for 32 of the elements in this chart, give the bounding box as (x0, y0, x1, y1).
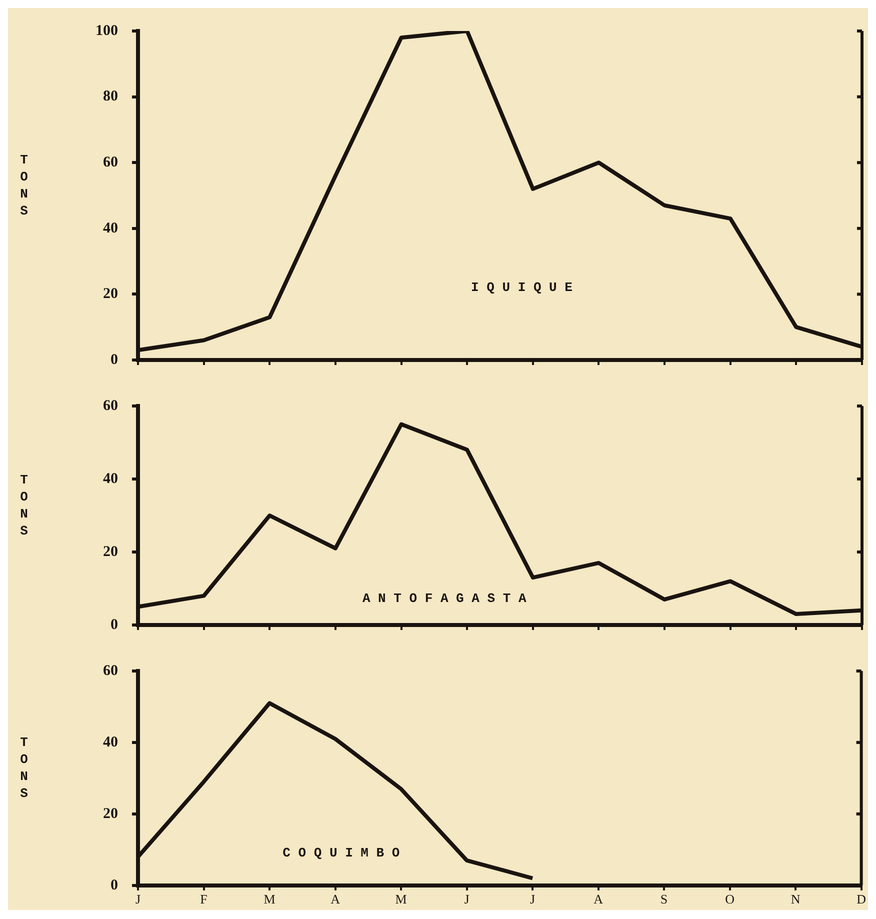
x-tick-label: O (725, 892, 734, 907)
x-tick-label: A (330, 892, 341, 907)
y-tick-label: 40 (103, 220, 118, 236)
x-tick-label: M (395, 892, 408, 907)
y-tick-label: 0 (110, 352, 118, 368)
y-tick-label: 80 (103, 88, 118, 105)
x-tick-label: J (464, 892, 470, 907)
y-tick-label: 20 (103, 544, 118, 560)
y-tick-label: 40 (103, 470, 118, 487)
annotation: C O Q U I M B O (282, 846, 400, 861)
y-tick-label: 0 (110, 616, 118, 633)
y-tick-label: 100 (96, 22, 118, 39)
x-tick-label: J (530, 892, 536, 907)
x-tick-label: M (264, 892, 276, 907)
y-axis-title: TONS (20, 734, 28, 801)
x-tick-label: S (660, 892, 668, 907)
x-tick-label: A (594, 892, 604, 907)
y-tick-label: 60 (103, 154, 118, 170)
y-tick-label: 0 (110, 877, 118, 894)
y-tick-label: 60 (103, 662, 118, 679)
x-tick-label: N (790, 892, 801, 907)
annotation: A N T O F A G A S T A (362, 591, 526, 606)
annotation: I Q U I Q U E (471, 280, 573, 295)
x-tick-label: J (135, 892, 141, 907)
x-tick-label: D (856, 892, 866, 907)
y-axis-title: TONS (20, 152, 28, 218)
y-tick-label: 40 (103, 734, 118, 750)
x-tick-label: F (200, 892, 208, 907)
y-axis-title: TONS (20, 472, 28, 538)
y-tick-label: 20 (103, 806, 118, 822)
y-tick-label: 60 (103, 398, 118, 414)
y-tick-label: 20 (103, 286, 118, 302)
